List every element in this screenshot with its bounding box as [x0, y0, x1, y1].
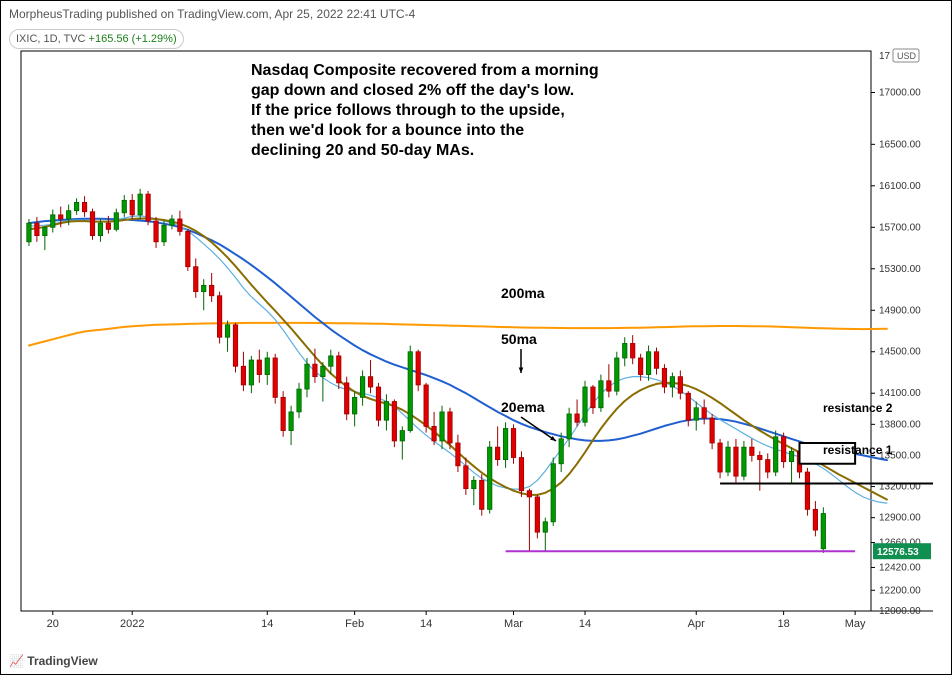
- label-20ema: 20ema: [501, 399, 545, 417]
- svg-text:17000.00: 17000.00: [879, 87, 921, 98]
- svg-text:13800.00: 13800.00: [879, 419, 921, 430]
- svg-text:12420.00: 12420.00: [879, 562, 921, 573]
- svg-text:14500.00: 14500.00: [879, 347, 921, 358]
- svg-text:2022: 2022: [120, 618, 144, 630]
- svg-text:16100.00: 16100.00: [879, 181, 921, 192]
- svg-text:May: May: [845, 618, 866, 630]
- svg-text:16500.00: 16500.00: [879, 139, 921, 150]
- svg-text:14900.00: 14900.00: [879, 305, 921, 316]
- svg-text:Mar: Mar: [504, 618, 523, 630]
- svg-text:15300.00: 15300.00: [879, 264, 921, 275]
- svg-text:17: 17: [879, 51, 891, 62]
- label-200ma: 200ma: [501, 285, 545, 303]
- tradingview-watermark: 📈 TradingView: [9, 654, 98, 668]
- svg-text:Apr: Apr: [688, 618, 705, 630]
- svg-text:12000.00: 12000.00: [879, 606, 921, 617]
- svg-text:14100.00: 14100.00: [879, 388, 921, 399]
- svg-text:12900.00: 12900.00: [879, 513, 921, 524]
- svg-text:14: 14: [579, 618, 591, 630]
- svg-text:14: 14: [261, 618, 273, 630]
- svg-text:12200.00: 12200.00: [879, 585, 921, 596]
- analysis-caption: Nasdaq Composite recovered from a mornin…: [251, 61, 599, 161]
- svg-text:USD: USD: [897, 51, 917, 61]
- svg-text:18: 18: [777, 618, 789, 630]
- chart-frame: MorpheusTrading published on TradingView…: [0, 0, 952, 675]
- svg-text:15700.00: 15700.00: [879, 222, 921, 233]
- svg-text:20: 20: [47, 618, 59, 630]
- svg-text:Feb: Feb: [345, 618, 364, 630]
- svg-text:14: 14: [420, 618, 432, 630]
- label-resistance1: resistance 1: [823, 443, 892, 458]
- label-50ma: 50ma: [501, 331, 537, 349]
- label-resistance2: resistance 2: [823, 401, 892, 416]
- svg-text:12576.53: 12576.53: [877, 547, 919, 558]
